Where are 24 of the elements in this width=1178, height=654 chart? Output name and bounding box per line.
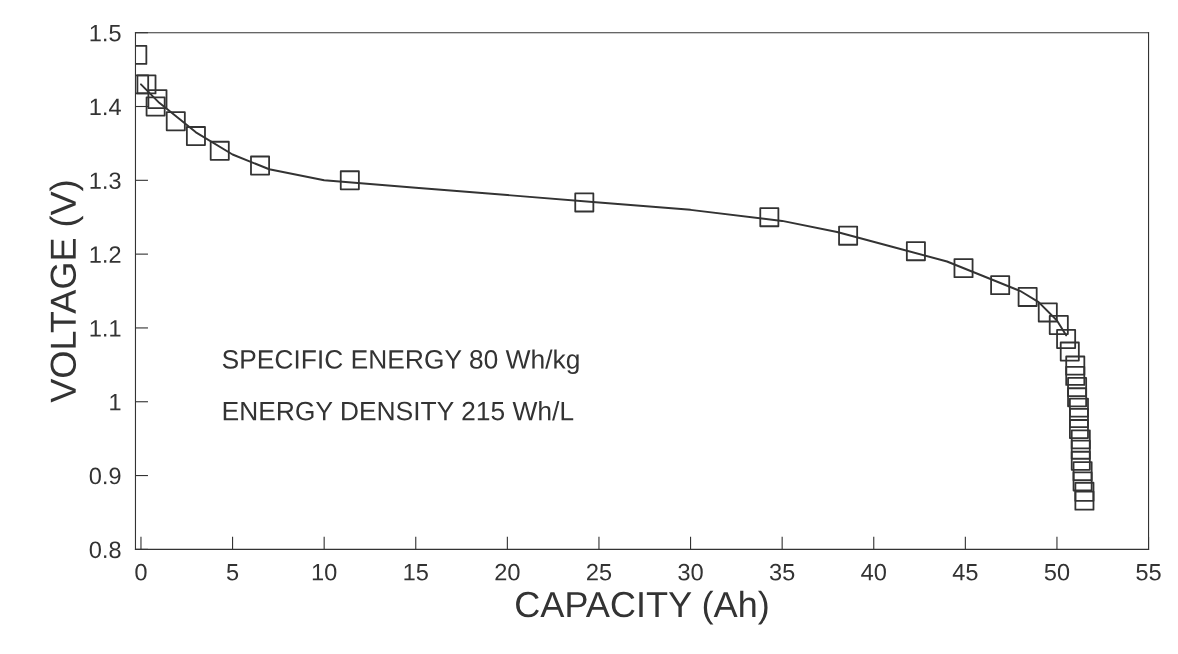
x-tick-label: 50 xyxy=(1044,563,1070,581)
x-tick-label: 55 xyxy=(1136,564,1161,581)
y-tick-label: 1.2 xyxy=(90,246,121,263)
x-tick-label: 5 xyxy=(226,564,239,581)
x-tick-label: 40 xyxy=(861,563,886,581)
y-tick-label: 1.3 xyxy=(90,172,121,190)
x-tick-label: 15 xyxy=(404,564,428,581)
x-tick-label: 30 xyxy=(678,563,703,581)
y-tick-label: 1.4 xyxy=(90,98,121,116)
x-tick-label: 45 xyxy=(952,564,978,581)
y-tick-label: 1.1 xyxy=(90,320,121,337)
y-tick-label: 0.9 xyxy=(89,467,121,485)
y-tick-label: 1 xyxy=(110,394,121,411)
y-tick-label: 1.5 xyxy=(90,25,121,42)
x-axis-title: CAPACITY (Ah) xyxy=(516,590,768,625)
y-axis-title: VOLTAGE (V) xyxy=(49,181,84,403)
annotation: ENERGY DENSITY 215 Wh/L xyxy=(223,401,574,421)
x-tick-label: 25 xyxy=(587,563,612,581)
y-tick-label: 0.8 xyxy=(89,541,121,559)
annotation: SPECIFIC ENERGY 80 Wh/kg xyxy=(222,349,579,374)
x-tick-label: 35 xyxy=(769,563,795,581)
x-tick-label: 20 xyxy=(495,563,520,581)
x-tick-label: 0 xyxy=(135,563,147,581)
x-tick-label: 10 xyxy=(312,563,337,581)
